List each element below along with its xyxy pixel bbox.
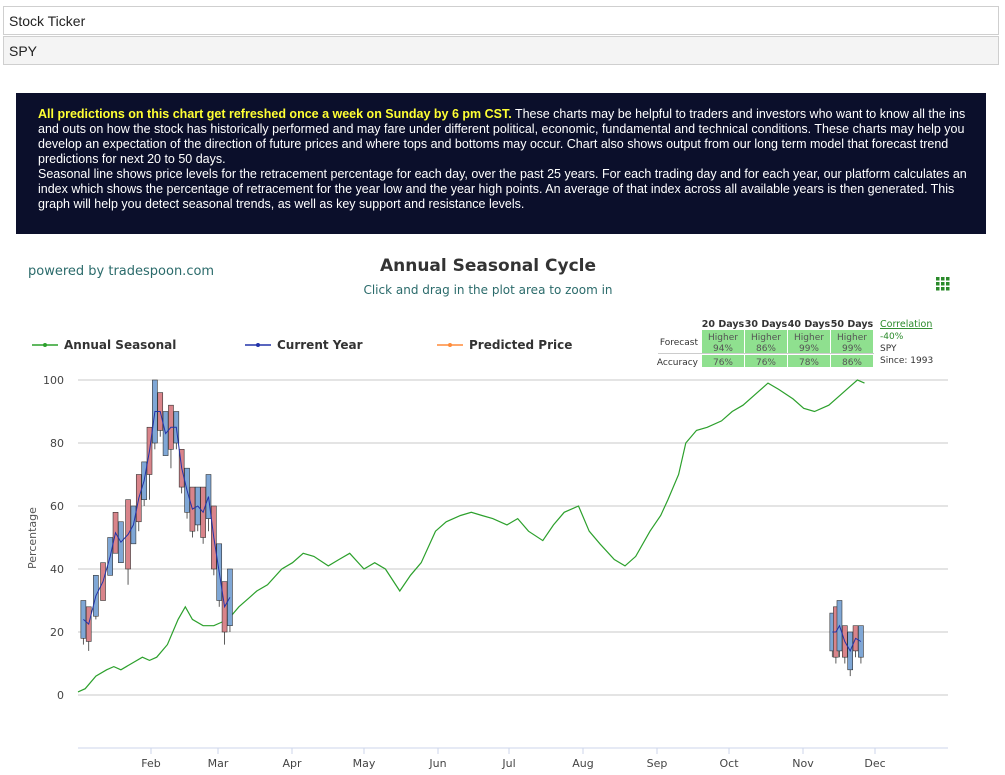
x-tick-label: Dec bbox=[864, 757, 885, 770]
forecast-direction: Higher bbox=[751, 333, 781, 343]
series-current-year-dec[interactable] bbox=[832, 624, 862, 653]
x-tick-label: Mar bbox=[208, 757, 229, 770]
forecast-direction: Higher bbox=[708, 333, 738, 343]
series-current-year[interactable] bbox=[83, 411, 231, 626]
y-tick-label: 80 bbox=[50, 437, 64, 450]
correlation-ticker: SPY bbox=[880, 344, 897, 354]
legend-current-label[interactable]: Current Year bbox=[277, 338, 363, 352]
candle-body[interactable] bbox=[80, 600, 87, 639]
x-tick-label: Apr bbox=[282, 757, 302, 770]
forecast-cell bbox=[788, 330, 830, 353]
x-tick-label: Feb bbox=[141, 757, 160, 770]
menu-grid-dot bbox=[936, 287, 940, 291]
menu-grid-dot bbox=[936, 277, 940, 281]
info-banner: All predictions on this chart get refres… bbox=[16, 93, 986, 234]
x-tick-label: Oct bbox=[719, 757, 739, 770]
accuracy-value: 76% bbox=[756, 358, 776, 368]
y-tick-label: 20 bbox=[50, 626, 64, 639]
chart-subtitle: Click and drag in the plot area to zoom … bbox=[363, 283, 612, 297]
forecast-probability: 94% bbox=[713, 344, 733, 354]
x-tick-label: Jul bbox=[501, 757, 515, 770]
y-tick-label: 0 bbox=[57, 689, 64, 702]
menu-grid-dot bbox=[936, 282, 940, 286]
correlation-since: Since: 1993 bbox=[880, 356, 933, 366]
legend-seasonal-marker bbox=[43, 343, 47, 347]
legend-seasonal-label[interactable]: Annual Seasonal bbox=[64, 338, 176, 352]
forecast-probability: 99% bbox=[842, 344, 862, 354]
accuracy-cell bbox=[831, 355, 873, 367]
accuracy-value: 78% bbox=[799, 358, 819, 368]
accuracy-value: 86% bbox=[842, 358, 862, 368]
row-label-forecast: Forecast bbox=[660, 338, 699, 348]
menu-grid-dot bbox=[941, 282, 945, 286]
banner-text-2: Seasonal line shows price levels for the… bbox=[38, 167, 967, 211]
menu-grid-dot bbox=[941, 277, 945, 281]
correlation-value: -40% bbox=[880, 332, 904, 342]
row-label-accuracy: Accuracy bbox=[657, 358, 699, 368]
forecast-probability: 86% bbox=[756, 344, 776, 354]
forecast-direction: Higher bbox=[837, 333, 867, 343]
stock-ticker-input[interactable]: SPY bbox=[3, 36, 999, 65]
series-annual-seasonal[interactable] bbox=[77, 379, 865, 693]
correlation-link[interactable]: Correlation bbox=[880, 319, 932, 330]
x-tick-label: Nov bbox=[792, 757, 814, 770]
x-tick-label: Sep bbox=[647, 757, 668, 770]
legend-predicted-label[interactable]: Predicted Price bbox=[469, 338, 572, 352]
candle-body[interactable] bbox=[227, 568, 233, 627]
branding-text[interactable]: powered by tradespoon.com bbox=[28, 264, 214, 279]
chart-title: Annual Seasonal Cycle bbox=[380, 256, 596, 276]
y-tick-label: 60 bbox=[50, 500, 64, 513]
x-tick-label: May bbox=[353, 757, 376, 770]
y-tick-label: 40 bbox=[50, 563, 64, 576]
legend: Annual Seasonal Current Year Predicted P… bbox=[32, 338, 572, 352]
grid: 0 20 40 60 80 100 Feb Mar Apr May Jun Jul Aug Sep Oct N… bbox=[43, 374, 948, 770]
accuracy-cell bbox=[745, 355, 787, 367]
forecast-header: 50 Days bbox=[831, 319, 874, 330]
menu-grid-dot bbox=[946, 277, 950, 281]
menu-grid-dot bbox=[941, 287, 945, 291]
forecast-cell bbox=[702, 330, 744, 353]
banner-text-1: These charts may be helpful to traders a… bbox=[38, 107, 966, 166]
forecast-header: 30 Days bbox=[745, 319, 788, 330]
y-tick-label: 100 bbox=[43, 374, 64, 387]
accuracy-cell bbox=[788, 355, 830, 367]
x-tick-label: Aug bbox=[572, 757, 593, 770]
accuracy-cell bbox=[702, 355, 744, 367]
menu-grid-icon[interactable] bbox=[936, 277, 950, 291]
x-tick-label: Jun bbox=[428, 757, 446, 770]
forecast-header: 40 Days bbox=[788, 319, 831, 330]
menu-grid-dot bbox=[946, 282, 950, 286]
forecast-header: 20 Days bbox=[702, 319, 745, 330]
forecast-cell bbox=[831, 330, 873, 353]
forecast-cell bbox=[745, 330, 787, 353]
forecast-direction: Higher bbox=[794, 333, 824, 343]
accuracy-value: 76% bbox=[713, 358, 733, 368]
stock-ticker-label: Stock Ticker bbox=[3, 6, 999, 35]
legend-predicted-marker bbox=[448, 343, 452, 347]
y-axis-label: Percentage bbox=[26, 507, 39, 569]
series-layer bbox=[77, 379, 865, 693]
menu-grid-dot bbox=[946, 287, 950, 291]
forecast-probability: 99% bbox=[799, 344, 819, 354]
legend-current-marker bbox=[256, 343, 260, 347]
banner-highlight: All predictions on this chart get refres… bbox=[38, 107, 512, 121]
